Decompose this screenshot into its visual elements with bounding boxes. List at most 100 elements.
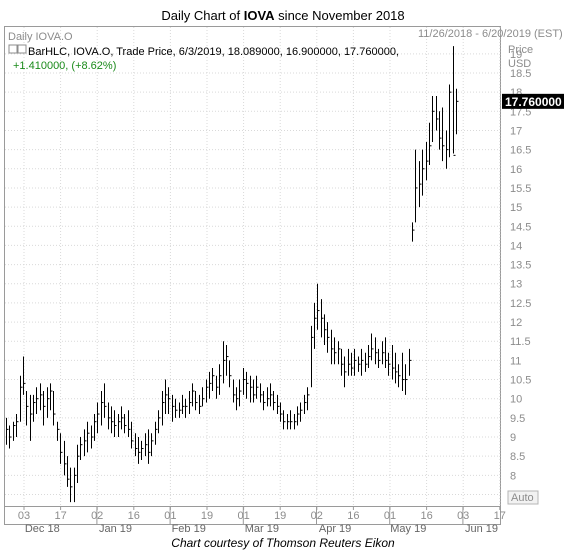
ohlc-bar [280, 402, 283, 422]
ohlc-bar [243, 368, 246, 395]
ohlc-bar [294, 414, 297, 430]
y-tick-label: 13 [510, 279, 522, 291]
y-tick-label: 12.5 [510, 298, 531, 310]
title-ticker: IOVA [243, 8, 275, 23]
y-tick-label: 19 [510, 49, 522, 61]
ohlc-bar [111, 406, 114, 434]
ohlc-bar [219, 364, 222, 395]
ohlc-bar [412, 222, 415, 242]
ohlc-bar [172, 394, 175, 422]
y-tick-label: 17.5 [510, 106, 531, 118]
ohlc-bar [375, 337, 378, 365]
y-tick-label: 9 [510, 432, 516, 444]
ohlc-bar [195, 391, 198, 411]
y-tick-label: 11.5 [510, 336, 531, 348]
ohlc-bar [101, 391, 104, 426]
ohlc-bar [344, 356, 347, 388]
y-tick-label: 9.5 [510, 413, 525, 425]
ohlc-bar [80, 437, 83, 461]
ohlc-bar [64, 440, 67, 476]
x-tick-label: 16 [347, 510, 359, 522]
x-month-label: Dec 18 [25, 523, 60, 535]
ohlc-bar [378, 348, 381, 369]
ohlc-bar [128, 410, 131, 438]
ohlc-bar [263, 391, 266, 411]
ohlc-bar [327, 322, 330, 353]
ohlc-bar [104, 383, 107, 418]
ohlc-bar [192, 383, 195, 407]
ohlc-bar [382, 341, 385, 365]
ohlc-bar [53, 391, 56, 426]
ohlc-bar [141, 440, 144, 461]
legend-icons [8, 44, 27, 54]
ohlc-bar [199, 394, 202, 415]
auto-scale-button[interactable]: Auto [507, 490, 539, 505]
ohlc-bar [108, 402, 111, 430]
y-axis-title-price: Price [508, 44, 533, 56]
ohlc-bar [121, 406, 124, 430]
date-range: 11/26/2018 - 6/20/2019 (EST) [418, 28, 563, 40]
y-tick-label: 15.5 [510, 183, 531, 195]
x-tick-label: 19 [201, 510, 213, 522]
ohlc-bar [422, 149, 425, 196]
ohlc-bar [43, 391, 46, 426]
ohlc-bar [151, 433, 154, 457]
grid [5, 27, 501, 506]
ohlc-bar [135, 433, 138, 457]
ohlc-bar [33, 394, 36, 422]
ohlc-bar [236, 387, 239, 411]
last-price-marker: 17.760000 [502, 93, 564, 109]
ohlc-bar [395, 352, 398, 384]
ohlc-bar [165, 379, 168, 415]
ohlc-bar [6, 417, 9, 445]
ohlc-bar [94, 414, 97, 441]
legend-line1: BarHLC, IOVA.O, Trade Price, 6/3/2019, 1… [28, 46, 399, 58]
ohlc-bar [324, 314, 327, 346]
price-bars [6, 46, 459, 503]
ohlc-bar [331, 329, 334, 365]
ohlc-bar [189, 391, 192, 415]
ohlc-bar [246, 371, 249, 399]
ohlc-bar [388, 352, 391, 376]
ohlc-bar [270, 383, 273, 407]
x-month-label: Feb 19 [172, 523, 206, 535]
ohlc-bar [20, 375, 23, 422]
x-tick-label: 19 [274, 510, 286, 522]
legend-line2: +1.410000, (+8.62%) [13, 60, 116, 72]
ohlc-bar [307, 387, 310, 411]
ohlc-bar [354, 348, 357, 376]
ohlc-bar [67, 456, 70, 487]
y-tick-label: 15 [510, 202, 522, 214]
ohlc-bar [226, 345, 229, 376]
ohlc-bar [429, 122, 432, 165]
ohlc-bar [338, 341, 341, 365]
auto-label[interactable]: Auto [511, 492, 534, 504]
x-tick-label: 03 [18, 510, 30, 522]
last-price-box [502, 93, 564, 109]
ohlc-bar [148, 429, 151, 464]
ohlc-bar [300, 402, 303, 422]
ohlc-bar [40, 383, 43, 411]
ohlc-bar [155, 421, 158, 445]
y-tick-label: 11 [510, 355, 521, 367]
ohlc-bar [84, 429, 87, 457]
ohlc-bar [405, 364, 408, 395]
y-axis-title-usd: USD [508, 58, 531, 70]
ohlc-bar [311, 325, 314, 388]
ohlc-bar [87, 421, 90, 453]
ohlc-bar [297, 406, 300, 426]
y-tick-label: 8.5 [510, 451, 525, 463]
ohlc-bar [70, 467, 73, 503]
ohlc-bar [13, 421, 16, 441]
symbol-label: Daily IOVA.O [8, 31, 73, 43]
y-tick-label: 12 [510, 317, 522, 329]
ohlc-bar [398, 364, 401, 388]
x-tick-label: 17 [54, 510, 66, 522]
settings-icon [8, 44, 18, 54]
y-tick-label: 16.5 [510, 145, 531, 157]
ohlc-bar [114, 410, 117, 438]
ohlc-bar [30, 394, 33, 441]
ohlc-bar [453, 46, 456, 156]
ohlc-bar [229, 360, 232, 388]
ohlc-bar [419, 161, 422, 208]
